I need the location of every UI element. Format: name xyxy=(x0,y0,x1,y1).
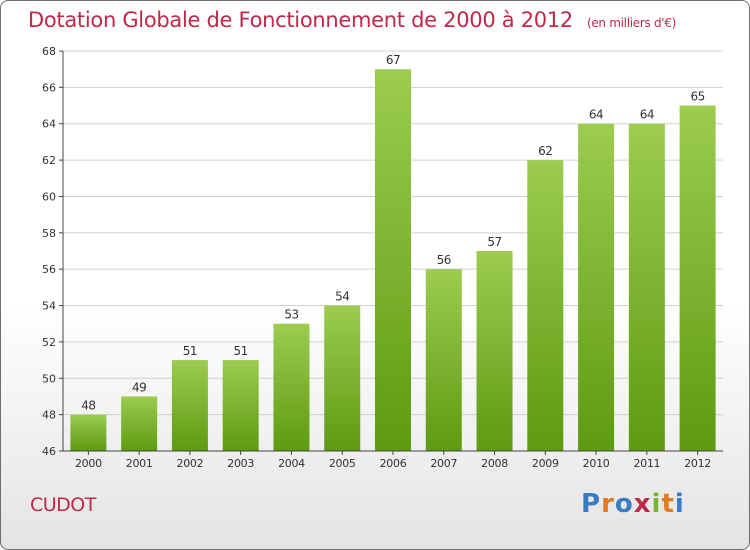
bar xyxy=(324,305,361,451)
commune-name: CUDOT xyxy=(30,494,96,516)
x-tick-label: 2012 xyxy=(684,457,711,470)
data-label: 62 xyxy=(538,144,552,158)
y-tick-label: 50 xyxy=(42,372,56,385)
x-tick-label: 2001 xyxy=(126,457,153,470)
y-tick-label: 62 xyxy=(42,154,56,167)
bar xyxy=(425,269,462,451)
data-label: 56 xyxy=(437,253,451,267)
axes: 46 48 50 52 54 56 58 60 62 64 66 68 2000 2001 2002 2003… xyxy=(42,45,723,470)
logo-letter: x xyxy=(633,489,652,519)
x-tick-label: 2006 xyxy=(380,457,407,470)
data-label: 65 xyxy=(690,90,704,104)
y-tick-label: 66 xyxy=(42,81,56,94)
data-label: 49 xyxy=(132,380,146,394)
x-tick-label: 2007 xyxy=(430,457,457,470)
data-label: 57 xyxy=(487,235,501,249)
bar xyxy=(578,123,615,452)
data-label: 51 xyxy=(183,344,197,358)
x-tick-label: 2011 xyxy=(633,457,660,470)
bar xyxy=(375,69,411,451)
bar xyxy=(273,323,310,451)
logo-letter: o xyxy=(614,489,634,519)
bar xyxy=(70,414,107,451)
y-tick-label: 60 xyxy=(42,190,56,203)
bar xyxy=(628,123,665,452)
y-tick-label: 54 xyxy=(42,300,56,313)
data-label: 53 xyxy=(284,308,298,322)
chart-title-text: Dotation Globale de Fonctionnement de 20… xyxy=(28,8,573,32)
data-label: 54 xyxy=(335,290,349,304)
bar xyxy=(222,360,259,451)
data-label: 48 xyxy=(81,399,95,413)
x-tick-label: 2008 xyxy=(481,457,508,470)
proxiti-logo[interactable]: Proxiti xyxy=(581,489,685,519)
x-tick-label: 2004 xyxy=(278,457,305,470)
data-label: 67 xyxy=(386,53,400,67)
bar xyxy=(121,396,158,451)
x-tick-label: 2009 xyxy=(532,457,559,470)
x-tick-label: 2000 xyxy=(75,457,102,470)
y-tick-label: 46 xyxy=(42,445,56,458)
data-label: 64 xyxy=(589,108,603,122)
logo-letter: P xyxy=(581,489,602,519)
chart-title: Dotation Globale de Fonctionnement de 20… xyxy=(28,8,676,32)
x-tick-label: 2002 xyxy=(177,457,204,470)
y-tick-label: 58 xyxy=(42,227,56,240)
y-tick-label: 48 xyxy=(42,409,56,422)
y-tick-label: 64 xyxy=(42,118,56,131)
bar xyxy=(527,160,564,451)
data-label: 51 xyxy=(234,344,248,358)
logo-letter: i xyxy=(674,489,685,519)
data-label: 64 xyxy=(640,108,654,122)
bar xyxy=(171,360,208,451)
y-tick-label: 68 xyxy=(42,45,56,58)
chart-subtitle: (en milliers d'€) xyxy=(586,16,676,30)
bars: 48 49 51 51 53 54 67 56 57 62 64 64 65 xyxy=(70,53,716,452)
bar xyxy=(476,251,513,451)
logo-letter: i xyxy=(651,489,662,519)
x-tick-label: 2010 xyxy=(583,457,610,470)
x-tick-label: 2005 xyxy=(329,457,356,470)
y-tick-label: 52 xyxy=(42,336,56,349)
bar xyxy=(679,105,716,451)
logo-letter: t xyxy=(661,489,675,519)
logo-letter: r xyxy=(601,489,615,519)
x-tick-label: 2003 xyxy=(227,457,254,470)
y-tick-label: 56 xyxy=(42,263,56,276)
